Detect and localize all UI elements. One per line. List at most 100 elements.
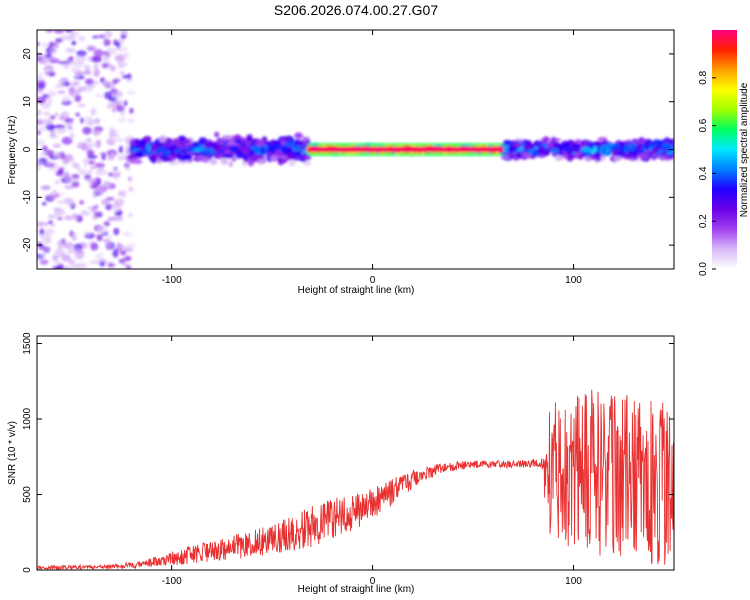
spectrogram-blob: [41, 246, 52, 252]
spectrogram-blob: [57, 79, 64, 86]
spectrogram-ytick-label: -20: [22, 237, 33, 252]
spectrogram-blob: [98, 34, 105, 39]
spectrogram-blob: [91, 55, 103, 63]
spectrogram-blob: [146, 144, 151, 153]
spectrogram-blob: [256, 139, 266, 147]
spectrogram-blob: [43, 53, 53, 59]
spectrogram-blob: [532, 152, 540, 157]
spectrogram-blob: [620, 147, 626, 154]
spectrogram-blob: [63, 57, 69, 62]
spectrogram-xlabel: Height of straight line (km): [298, 285, 415, 296]
spectrogram-blob: [97, 185, 108, 194]
spectrogram-blob: [521, 152, 530, 158]
spectrogram-blob: [86, 149, 94, 157]
spectrogram-blob: [107, 263, 116, 268]
spectrogram-blob: [288, 159, 296, 167]
spectrogram-blob: [45, 124, 56, 131]
spectrogram-blob: [74, 55, 84, 61]
spectrogram-blob: [101, 152, 107, 161]
spectrogram-blob: [72, 162, 79, 168]
spectrogram-blob: [507, 145, 518, 153]
spectrogram-blob: [123, 100, 128, 107]
spectrogram-blob: [108, 132, 120, 138]
spectrogram-blob: [118, 258, 126, 264]
spectrogram-blob: [96, 233, 103, 242]
spectrogram-blob: [127, 176, 133, 182]
spectrogram-blob: [109, 81, 116, 90]
spectrogram-blob: [77, 141, 87, 149]
spectrogram-blob: [51, 223, 56, 228]
spectrogram-blob: [84, 116, 94, 125]
spectrogram-blob: [91, 35, 100, 39]
spectrogram-blob: [184, 139, 192, 144]
snr-ytick-label: 1500: [22, 332, 33, 355]
spectrogram-blob: [247, 148, 255, 156]
spectrogram-blob: [121, 263, 130, 267]
spectrogram-blob: [39, 228, 45, 236]
spectrogram-blob: [62, 156, 69, 165]
spectrogram-blob: [71, 213, 79, 221]
spectrogram-ytick-label: 20: [22, 48, 33, 60]
spectrogram-blob: [115, 198, 125, 205]
spectrogram-blob: [117, 154, 126, 161]
spectrogram-blob: [67, 48, 76, 54]
spectrogram-blob: [270, 140, 282, 145]
spectrogram-blob: [71, 80, 80, 87]
spectrogram-blob: [71, 181, 80, 188]
spectrogram-blob: [220, 158, 228, 165]
spectrogram-blob: [56, 216, 63, 221]
spectrogram-blob: [67, 126, 73, 131]
spectrogram-blob: [56, 200, 67, 204]
spectrogram-blob: [77, 103, 86, 108]
spectrogram-blob: [124, 255, 132, 261]
spectrogram-blob: [37, 221, 44, 228]
snr-frame: [36, 335, 675, 571]
spectrogram-blob: [38, 234, 47, 239]
spectrogram-blob: [628, 150, 638, 155]
spectrogram-blob: [662, 144, 672, 150]
spectrogram-blob: [120, 61, 128, 67]
spectrogram-blob: [42, 202, 47, 206]
spectrogram-blob: [67, 201, 74, 206]
spectrogram-blob: [37, 166, 42, 171]
snr-ytick-label: 0: [22, 567, 33, 573]
spectrogram-blob: [184, 147, 194, 153]
spectrogram-blob: [151, 156, 157, 164]
spectrogram-blob: [46, 90, 57, 97]
spectrogram-blob: [55, 169, 64, 177]
spectrogram-blob: [49, 134, 59, 139]
spectrogram-blob: [47, 214, 58, 219]
snr-xtick-label: 100: [565, 576, 582, 587]
spectrogram-blob: [37, 130, 41, 135]
spectrogram-blob: [84, 65, 91, 72]
spectrogram-blob: [82, 126, 92, 135]
spectrogram-blob: [562, 151, 568, 159]
spectrogram-blob: [246, 136, 253, 142]
spectrogram-blob: [148, 141, 154, 146]
spectrogram-blob: [51, 255, 59, 261]
spectrogram-blob: [93, 68, 100, 77]
spectrogram-blob: [624, 143, 629, 149]
snr-xtick-label: 0: [370, 576, 376, 587]
spectrogram-blob: [92, 129, 101, 136]
spectrogram-blob: [86, 137, 92, 143]
spectrogram-blob: [92, 80, 99, 86]
spectrogram-blob: [125, 145, 130, 154]
spectrogram-blob: [619, 141, 625, 149]
colorbar-scale: [712, 30, 737, 269]
spectrogram-blob: [139, 139, 147, 147]
spectrogram-blob: [77, 59, 86, 64]
spectrogram-blob: [55, 127, 67, 134]
spectrogram-blob: [45, 30, 54, 33]
spectrogram-blob: [96, 252, 105, 257]
spectrogram-blob: [103, 221, 110, 227]
spectrogram-blob: [104, 30, 113, 38]
spectrogram-blob: [87, 169, 93, 174]
spectrogram-blob: [114, 54, 126, 62]
spectrogram-blob: [47, 71, 56, 77]
spectrogram-blob: [94, 118, 101, 124]
spectrogram-blob: [580, 146, 592, 153]
spectrogram-blob: [89, 260, 101, 265]
spectrogram-ylabel: Frequency (Hz): [7, 116, 18, 185]
